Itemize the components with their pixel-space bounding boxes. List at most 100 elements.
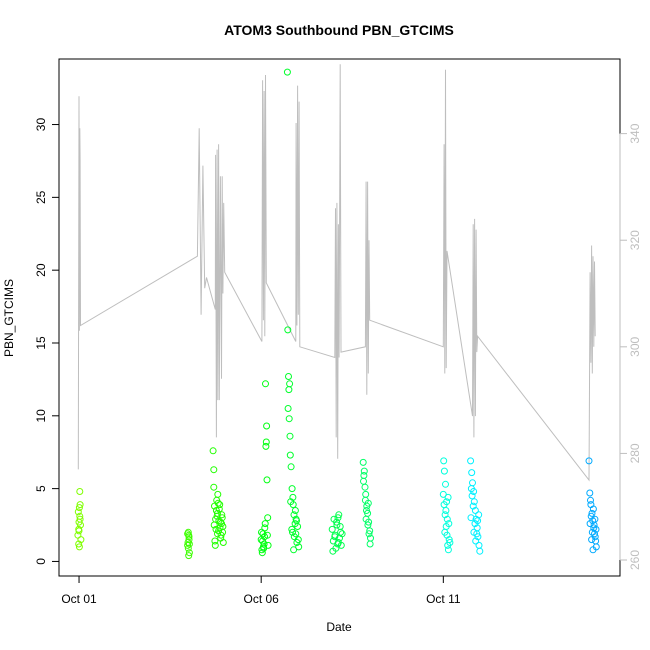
data-point (359, 458, 367, 466)
data-point (588, 536, 596, 544)
data-point (184, 541, 192, 549)
axes-layer: Oct 01 Oct 06 Oct 11 0 5 10 15 20 25 30 260 280 300 3… (34, 118, 642, 606)
data-point (216, 524, 224, 532)
data-point (287, 498, 295, 506)
data-point (331, 533, 339, 541)
y-tick-label: 10 (34, 409, 48, 423)
data-point (258, 528, 265, 536)
data-point (364, 499, 372, 507)
data-point (76, 488, 84, 495)
y-tick-label: 5 (34, 485, 48, 492)
data-point (337, 528, 345, 536)
data-point (285, 386, 293, 394)
data-point (440, 467, 448, 475)
data-point (591, 515, 599, 523)
data-point (215, 517, 223, 525)
data-point (288, 525, 296, 533)
y-tick-label: 30 (34, 118, 48, 132)
secondary-line-layer (77, 64, 596, 482)
data-point (363, 507, 370, 514)
data-point (209, 447, 217, 455)
y2-tick-label: 320 (628, 230, 642, 250)
data-point (211, 537, 219, 545)
data-point (290, 511, 298, 519)
data-point (362, 490, 370, 498)
data-point (262, 380, 269, 388)
data-point (287, 463, 295, 471)
data-point (214, 530, 221, 538)
x-axis-label: Date (326, 620, 352, 634)
data-point (262, 438, 270, 446)
data-point (586, 489, 594, 497)
data-point (333, 521, 341, 529)
data-point (335, 511, 343, 519)
data-point (286, 380, 294, 388)
data-point (360, 477, 367, 485)
data-point (443, 515, 451, 523)
data-point (294, 536, 302, 544)
data-point (75, 540, 83, 548)
x-tick-label: Oct 11 (426, 592, 461, 606)
data-point (262, 442, 270, 450)
data-point (468, 492, 476, 500)
data-point (214, 490, 222, 498)
y-axis-label: PBN_GTCIMS (2, 279, 16, 357)
points-layer (74, 68, 600, 560)
data-point (263, 531, 271, 539)
data-point (361, 483, 369, 491)
data-point (470, 498, 478, 506)
data-point (445, 536, 453, 544)
chart-title: ATOM3 Southbound PBN_GTCIMS (224, 22, 454, 38)
data-point (218, 511, 226, 519)
data-point (285, 415, 293, 423)
data-point (469, 502, 477, 510)
data-point (329, 547, 337, 555)
data-point (467, 514, 475, 522)
data-point (212, 525, 220, 533)
data-point (442, 480, 449, 488)
data-point (589, 505, 597, 513)
data-point (443, 498, 451, 506)
data-point (74, 531, 82, 539)
data-point (589, 546, 597, 554)
y2-tick-label: 280 (628, 443, 642, 463)
data-point (210, 466, 218, 474)
data-point (446, 539, 454, 546)
data-point (76, 501, 84, 509)
data-point (214, 499, 222, 507)
data-point (334, 514, 342, 522)
data-point (472, 537, 480, 545)
data-point (264, 541, 272, 549)
data-point (76, 512, 84, 520)
data-point (334, 539, 342, 546)
data-point (184, 544, 192, 552)
data-point (444, 493, 452, 501)
data-point (283, 68, 291, 76)
data-point (441, 528, 449, 536)
data-point (470, 528, 478, 536)
data-point (263, 422, 271, 430)
y2-tick-label: 300 (628, 336, 642, 356)
data-point (585, 457, 593, 465)
data-point (360, 467, 368, 475)
data-point (362, 515, 370, 523)
data-point (442, 507, 450, 514)
data-point (295, 543, 303, 551)
data-point (445, 520, 453, 528)
data-point (77, 536, 85, 544)
data-point (284, 326, 292, 334)
data-point (216, 501, 224, 509)
data-point (289, 528, 296, 536)
data-point (471, 507, 479, 514)
data-point (365, 530, 373, 538)
data-point (285, 373, 292, 380)
data-point (212, 507, 220, 514)
data-point (74, 508, 82, 516)
x-tick-label: Oct 01 (61, 592, 97, 606)
data-point (263, 476, 271, 484)
data-point (336, 523, 344, 530)
x-tick-label: Oct 06 (243, 592, 279, 606)
y-tick-label: 0 (34, 558, 48, 565)
